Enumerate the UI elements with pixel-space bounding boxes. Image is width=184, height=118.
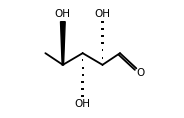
Text: OH: OH xyxy=(95,8,111,19)
Text: OH: OH xyxy=(75,99,91,110)
Text: O: O xyxy=(136,68,144,78)
Text: OH: OH xyxy=(55,8,71,19)
Polygon shape xyxy=(61,22,65,65)
